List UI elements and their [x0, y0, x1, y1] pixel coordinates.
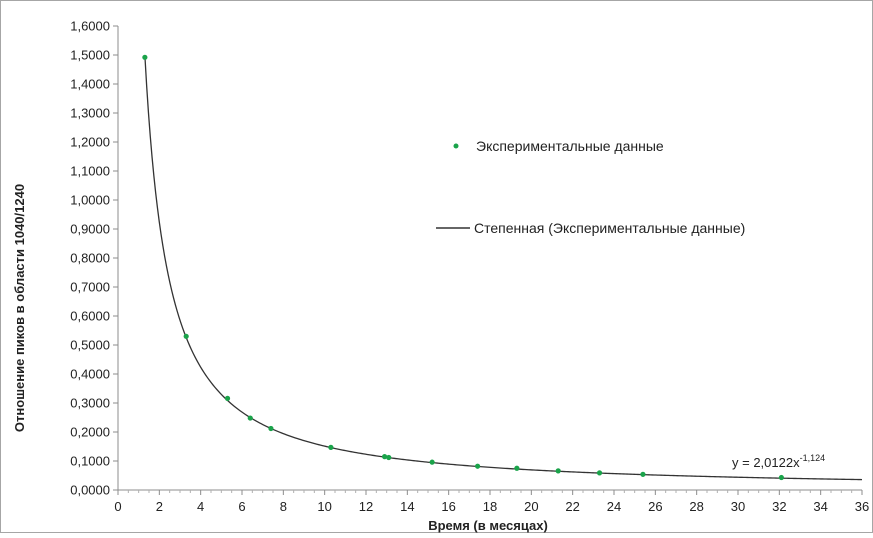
y-tick-label: 1,3000 — [70, 106, 110, 121]
y-tick-label: 1,6000 — [70, 19, 110, 34]
y-tick-label: 0,7000 — [70, 280, 110, 295]
equation-exponent: -1,124 — [800, 453, 826, 463]
y-tick-label: 1,1000 — [70, 164, 110, 179]
y-tick-label: 0,9000 — [70, 222, 110, 237]
x-axis-label: Время (в месяцах) — [428, 518, 548, 533]
x-tick-label: 20 — [524, 499, 538, 514]
x-tick-label: 24 — [607, 499, 621, 514]
y-tick-label: 0,1000 — [70, 454, 110, 469]
data-point — [328, 445, 333, 450]
x-tick-label: 2 — [156, 499, 163, 514]
data-point — [142, 55, 147, 60]
y-tick-label: 1,4000 — [70, 77, 110, 92]
y-tick-label: 1,0000 — [70, 193, 110, 208]
x-tick-label: 36 — [855, 499, 869, 514]
x-tick-label: 8 — [280, 499, 287, 514]
x-tick-label: 16 — [441, 499, 455, 514]
data-point — [640, 472, 645, 477]
data-point — [514, 466, 519, 471]
y-tick-label: 0,8000 — [70, 251, 110, 266]
x-tick-label: 10 — [317, 499, 331, 514]
data-point — [386, 455, 391, 460]
x-tick-label: 22 — [565, 499, 579, 514]
data-point — [430, 460, 435, 465]
y-axis-label: Отношение пиков в области 1040/1240 — [12, 184, 27, 432]
x-tick-label: 18 — [483, 499, 497, 514]
legend-marker-points — [454, 144, 459, 149]
x-tick-label: 32 — [772, 499, 786, 514]
x-tick-label: 28 — [689, 499, 703, 514]
legend-label-trendline: Степенная (Экспериментальные данные) — [474, 220, 745, 236]
legend-label-points: Экспериментальные данные — [476, 138, 664, 154]
data-point — [268, 426, 273, 431]
x-tick-label: 12 — [359, 499, 373, 514]
equation-prefix: y = 2,0122x — [732, 455, 800, 470]
x-tick-label: 26 — [648, 499, 662, 514]
y-tick-label: 0,6000 — [70, 309, 110, 324]
x-tick-label: 4 — [197, 499, 204, 514]
x-tick-label: 14 — [400, 499, 414, 514]
x-tick-label: 0 — [114, 499, 121, 514]
x-tick-label: 30 — [731, 499, 745, 514]
data-point — [597, 470, 602, 475]
x-tick-label: 6 — [238, 499, 245, 514]
x-tick-label: 34 — [813, 499, 827, 514]
data-point — [475, 464, 480, 469]
y-tick-label: 1,5000 — [70, 48, 110, 63]
data-point — [225, 396, 230, 401]
y-tick-label: 0,5000 — [70, 338, 110, 353]
y-tick-label: 0,0000 — [70, 483, 110, 498]
y-tick-label: 0,4000 — [70, 367, 110, 382]
data-point — [184, 334, 189, 339]
data-point — [779, 475, 784, 480]
data-point — [556, 468, 561, 473]
data-point — [248, 415, 253, 420]
y-tick-label: 0,3000 — [70, 396, 110, 411]
y-tick-label: 1,2000 — [70, 135, 110, 150]
y-tick-label: 0,2000 — [70, 425, 110, 440]
